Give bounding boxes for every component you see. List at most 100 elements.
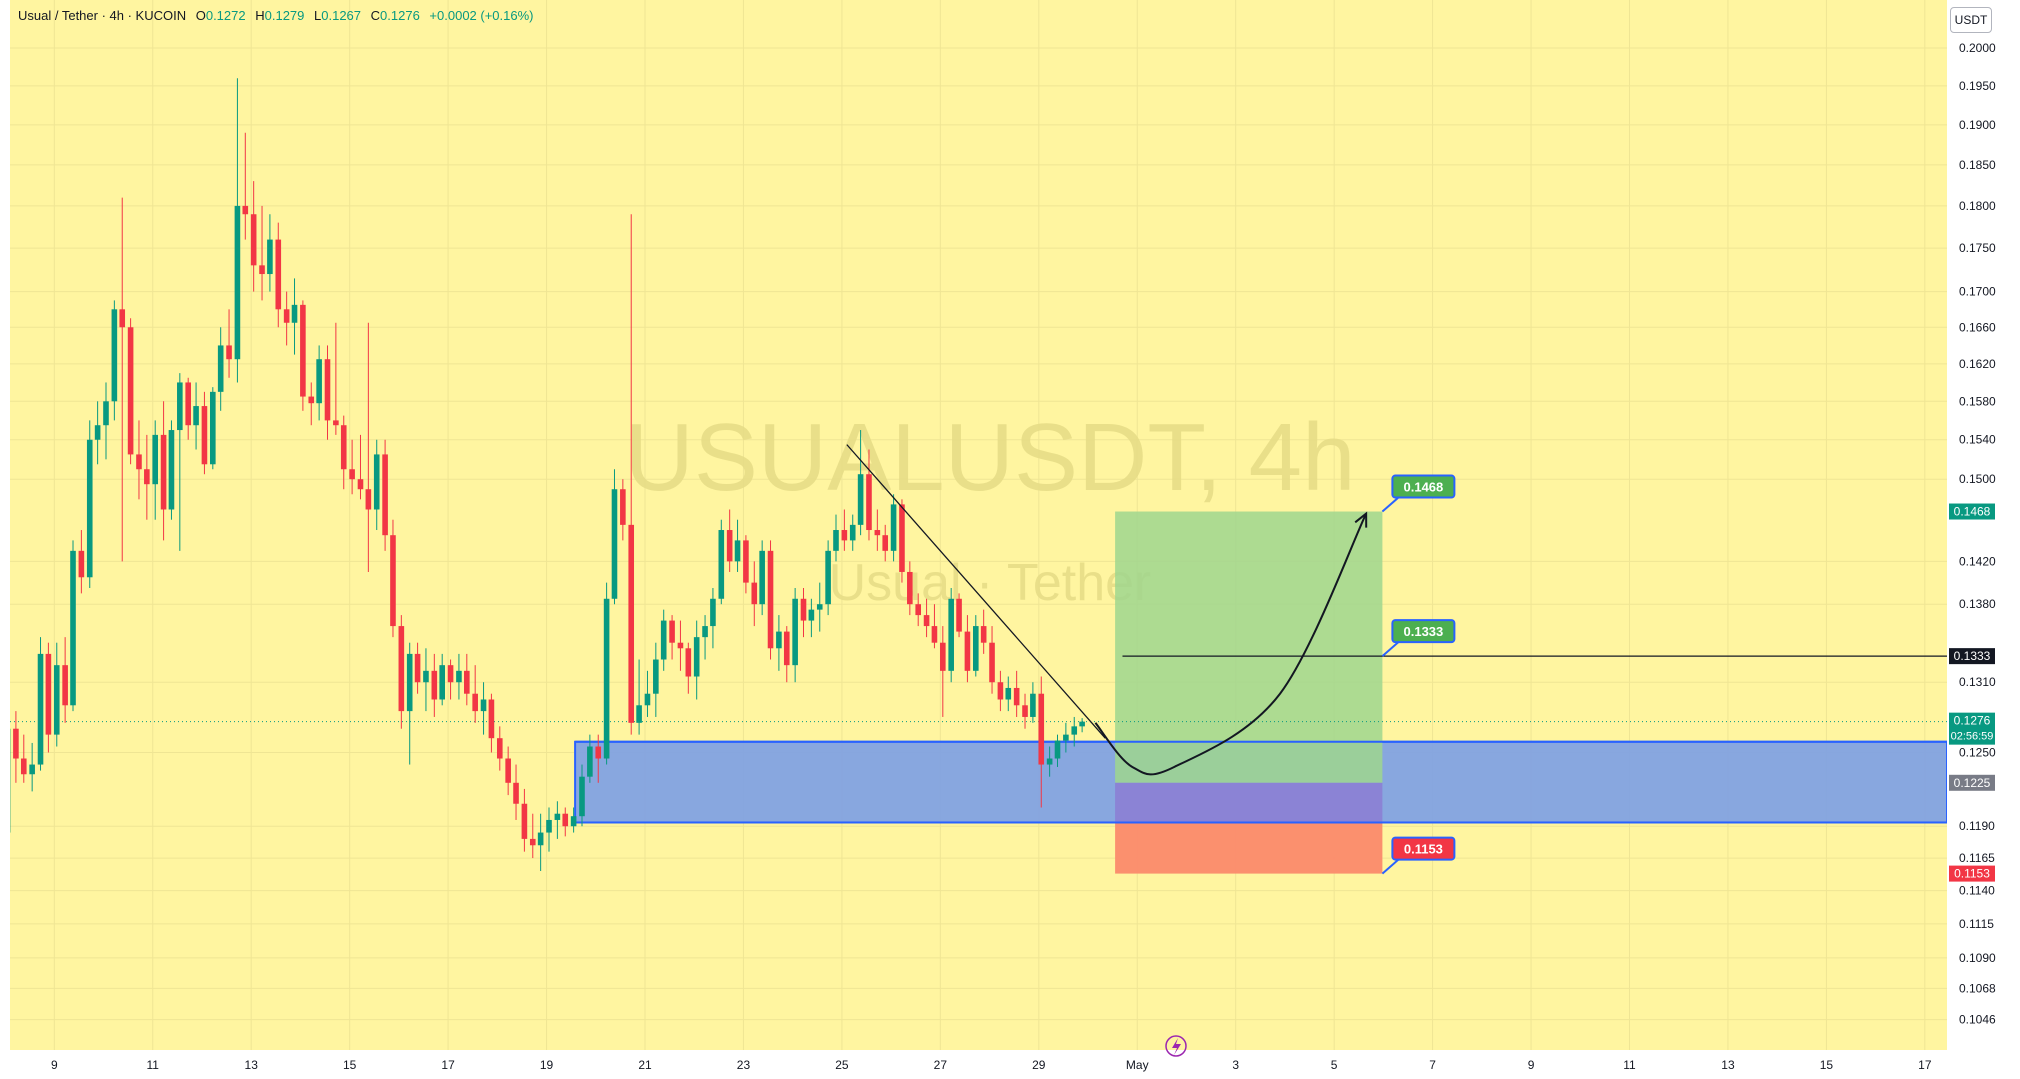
candle-body [472, 693, 478, 712]
target-callout-box [1391, 474, 1456, 499]
candle-body [308, 396, 315, 404]
x-tick-label: 3 [1232, 1058, 1239, 1072]
candle-body [390, 535, 396, 627]
candle-body [94, 425, 101, 440]
y-tick-label: 0.1115 [1959, 917, 1994, 931]
candle-body [357, 479, 364, 490]
level-price-label-bg [1949, 648, 1995, 665]
candle-body [62, 665, 68, 706]
lightning-icon [1172, 1038, 1181, 1055]
candle-body [1005, 687, 1012, 700]
candle-body [734, 540, 741, 562]
candle-body [890, 504, 897, 551]
y-tick-label: 0.1250 [1959, 746, 1996, 760]
candle-body [677, 642, 684, 649]
candle-body [964, 631, 971, 671]
candle-body [349, 469, 355, 480]
x-tick-label: 15 [1820, 1058, 1834, 1072]
open-value: 0.1272 [205, 8, 246, 23]
candle-body [177, 382, 183, 431]
candle-body [86, 439, 93, 578]
candle-body [743, 540, 749, 583]
candle-body [751, 582, 758, 605]
candle-body [529, 838, 536, 846]
stop-price-label-bg [1949, 865, 1995, 882]
candle-body [1071, 726, 1078, 735]
candle-body [70, 550, 76, 706]
low-label: L [314, 8, 322, 23]
candle-body [628, 524, 635, 723]
candle-body [275, 239, 282, 310]
candle-body [915, 604, 921, 616]
watermark-symbol: USUALUSDT, 4h [625, 404, 1356, 511]
candle-body [234, 205, 241, 360]
x-tick-label: 13 [245, 1058, 259, 1072]
candle-body [398, 626, 405, 712]
candle-body [808, 609, 815, 621]
candle-body [570, 816, 577, 827]
y-tick-label: 0.1750 [1959, 241, 1996, 255]
currency-button[interactable]: USDT [1950, 7, 1992, 33]
position-stop-area [1115, 822, 1383, 874]
stop-callout-pointer [1381, 858, 1400, 875]
target-price-label: 0.1468 [1954, 505, 1991, 519]
candle-body [78, 550, 85, 578]
candle-body [980, 626, 987, 643]
x-tick-label: 9 [1528, 1058, 1535, 1072]
candle-body [653, 659, 659, 694]
candle-body [620, 489, 626, 525]
candle-body [513, 782, 519, 804]
x-tick-label: 17 [441, 1058, 455, 1072]
candle-body [931, 626, 938, 643]
candle-body [136, 454, 142, 470]
candle-body [29, 764, 35, 775]
candle-body [693, 637, 700, 677]
x-tick-label: 19 [540, 1058, 554, 1072]
candle-body [160, 434, 167, 510]
price-axis[interactable]: 0.2000 0.1950 0.1900 0.1850 0.1800 0.1750 0.17… [1947, 0, 2020, 1079]
candle-body [1038, 693, 1045, 765]
candle-body [103, 401, 109, 426]
candle-body [193, 406, 199, 426]
candle-body [874, 530, 881, 536]
y-tick-label: 0.1068 [1959, 981, 1996, 995]
y-tick-label: 0.2000 [1959, 41, 1996, 55]
candle-body [1063, 734, 1069, 741]
x-tick-label: 11 [1623, 1058, 1636, 1072]
position-stop-area-overlap [1115, 782, 1383, 823]
candle-body [857, 474, 864, 525]
bar-countdown: 02:56:59 [1951, 731, 1994, 743]
x-tick-label: 11 [147, 1058, 160, 1072]
candle-body [373, 454, 380, 510]
candle-body [956, 598, 962, 632]
candle-body [250, 214, 257, 266]
candle-body [291, 304, 298, 323]
candle-body [685, 648, 692, 677]
candle-body [488, 699, 495, 739]
x-tick-label: 29 [1032, 1058, 1046, 1072]
symbol-title: Usual / Tether · 4h · KUCOIN [18, 8, 187, 23]
high-label: H [255, 8, 265, 23]
candle-body [792, 598, 798, 666]
candle-body [168, 430, 175, 510]
candle-body [333, 420, 339, 426]
target-callout-pointer [1381, 496, 1400, 513]
candle-body [127, 327, 134, 455]
y-tick-label: 0.1580 [1959, 394, 1996, 408]
target-callout-text: 0.1468 [1404, 480, 1444, 495]
candle-body [833, 530, 839, 551]
candle-body [13, 728, 19, 759]
candle-body [439, 665, 445, 700]
candle-body [201, 406, 208, 465]
lightning-icon-circle [1165, 1035, 1187, 1057]
timezone-marker[interactable] [1165, 1035, 1187, 1057]
entry-price-label-bg [1949, 774, 1995, 791]
x-tick-label: 7 [1429, 1058, 1436, 1072]
candle-body [259, 265, 265, 275]
y-tick-label: 0.1090 [1959, 951, 1996, 965]
candle-body [505, 758, 511, 783]
stop-callout-text: 0.1153 [1404, 842, 1443, 857]
y-tick-label: 0.1420 [1959, 554, 1996, 568]
